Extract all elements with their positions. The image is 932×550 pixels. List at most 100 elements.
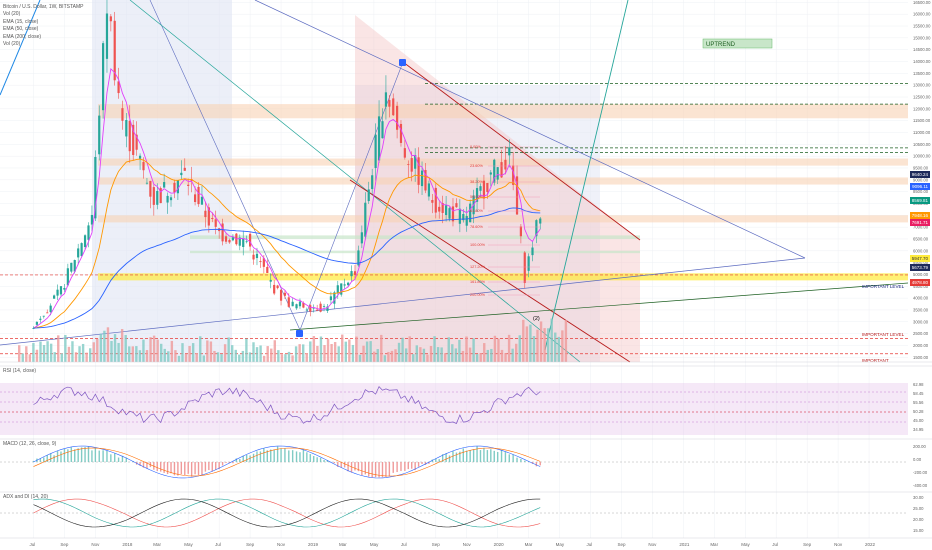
- candle-body: [276, 285, 279, 289]
- candle-body: [211, 218, 214, 220]
- candle-body: [309, 305, 312, 312]
- rsi-axis-label: 62.98: [913, 382, 924, 387]
- price-axis-label: 6000.00: [913, 248, 929, 253]
- macd-axis-label: -200.00: [913, 470, 928, 475]
- candle-body: [149, 180, 152, 197]
- candle-body: [469, 203, 472, 223]
- macd-histogram-bar: [388, 462, 391, 477]
- macd-histogram-bar: [142, 462, 145, 468]
- volume-bar: [103, 330, 106, 362]
- candle-body: [504, 159, 507, 170]
- price-axis-label: 9000.00: [913, 177, 929, 182]
- macd-histogram-bar: [448, 455, 451, 462]
- candle-body: [159, 188, 162, 204]
- price-axis-label: 14500.00: [913, 47, 931, 52]
- candle-body: [399, 123, 403, 143]
- wave-marker: [399, 59, 406, 66]
- macd-histogram-bar: [259, 451, 262, 462]
- candle-body: [266, 266, 269, 274]
- macd-histogram-bar: [504, 452, 507, 462]
- volume-bar: [135, 346, 138, 362]
- price-axis-label: 13500.00: [913, 71, 931, 76]
- volume-bar: [550, 318, 553, 362]
- macd-histogram-bar: [340, 462, 342, 468]
- macd-histogram-bar: [80, 447, 83, 462]
- macd-histogram-bar: [117, 457, 120, 462]
- candle-body: [343, 284, 346, 286]
- volume-bar: [557, 336, 560, 362]
- candle-body: [329, 296, 333, 301]
- macd-histogram-bar: [392, 462, 394, 473]
- candle-body: [424, 170, 427, 191]
- volume-bar: [291, 355, 294, 362]
- candle-body: [353, 271, 357, 275]
- candle-body: [371, 175, 374, 190]
- macd-histogram-bar: [455, 452, 458, 462]
- volume-bar: [167, 351, 170, 362]
- price-axis-label: 13000.00: [913, 83, 931, 88]
- volume-bar: [511, 348, 514, 362]
- candle-body: [105, 13, 109, 59]
- candle-body: [333, 292, 336, 304]
- macd-histogram-bar: [378, 462, 380, 478]
- volume-bar: [341, 334, 344, 362]
- volume-bar: [355, 336, 358, 362]
- volume-bar: [128, 346, 131, 362]
- volume-bar: [483, 343, 486, 362]
- macd-histogram-bar: [180, 462, 183, 475]
- trendline: [0, 257, 806, 346]
- volume-bar: [238, 354, 241, 362]
- macd-histogram-bar: [94, 448, 97, 462]
- macd-histogram-bar: [114, 453, 116, 462]
- volume-bar: [458, 339, 461, 362]
- macd-histogram-bar: [508, 454, 510, 462]
- macd-histogram-bar: [411, 462, 413, 469]
- candle-body: [221, 223, 224, 242]
- candle-body: [59, 286, 63, 295]
- fib-label: 50.00%: [470, 195, 484, 199]
- volume-bar: [21, 353, 24, 362]
- candle-body: [90, 214, 94, 225]
- important-level-label: IMPORTANT: [862, 358, 889, 363]
- macd-histogram-bar: [98, 450, 100, 462]
- candle-body: [508, 147, 511, 156]
- candle-body: [245, 241, 248, 243]
- candle-body: [70, 262, 73, 272]
- price-tag: 4978.80: [909, 279, 930, 286]
- candle-body: [427, 183, 431, 197]
- volume-bar: [522, 319, 525, 362]
- volume-bar: [202, 355, 205, 362]
- volume-bar: [163, 348, 166, 362]
- indicator-vol: Vol (20): [3, 11, 21, 18]
- volume-bar: [160, 343, 163, 362]
- macd-histogram-bar: [280, 448, 282, 462]
- candle-body: [512, 165, 515, 185]
- volume-bar: [475, 354, 479, 362]
- macd-histogram-bar: [295, 451, 298, 462]
- volume-bar: [266, 346, 269, 362]
- volume-bar: [174, 350, 177, 362]
- volume-bar: [444, 353, 447, 362]
- macd-histogram-bar: [438, 459, 440, 462]
- candle-body: [441, 203, 444, 213]
- price-axis-label: 16000.00: [913, 12, 931, 17]
- volume-bar: [191, 343, 195, 362]
- macd-histogram-bar: [156, 462, 158, 472]
- candle-body: [132, 124, 135, 155]
- macd-pane-title: MACD (12, 26, close, 9): [3, 441, 57, 447]
- candle-body: [392, 98, 395, 116]
- resistance-zone: [98, 215, 908, 223]
- candle-body: [396, 105, 399, 130]
- volume-bar: [284, 354, 287, 362]
- macd-histogram-bar: [163, 462, 165, 473]
- volume-bar: [177, 355, 181, 362]
- price-axis-label: 4000.00: [913, 296, 929, 301]
- volume-bar: [53, 352, 56, 362]
- macd-histogram-bar: [245, 454, 248, 462]
- volume-bar: [465, 336, 468, 362]
- volume-bar: [145, 350, 149, 362]
- volume-bar: [259, 345, 262, 362]
- time-axis-label: Sep: [803, 542, 812, 547]
- candle-body: [388, 100, 391, 107]
